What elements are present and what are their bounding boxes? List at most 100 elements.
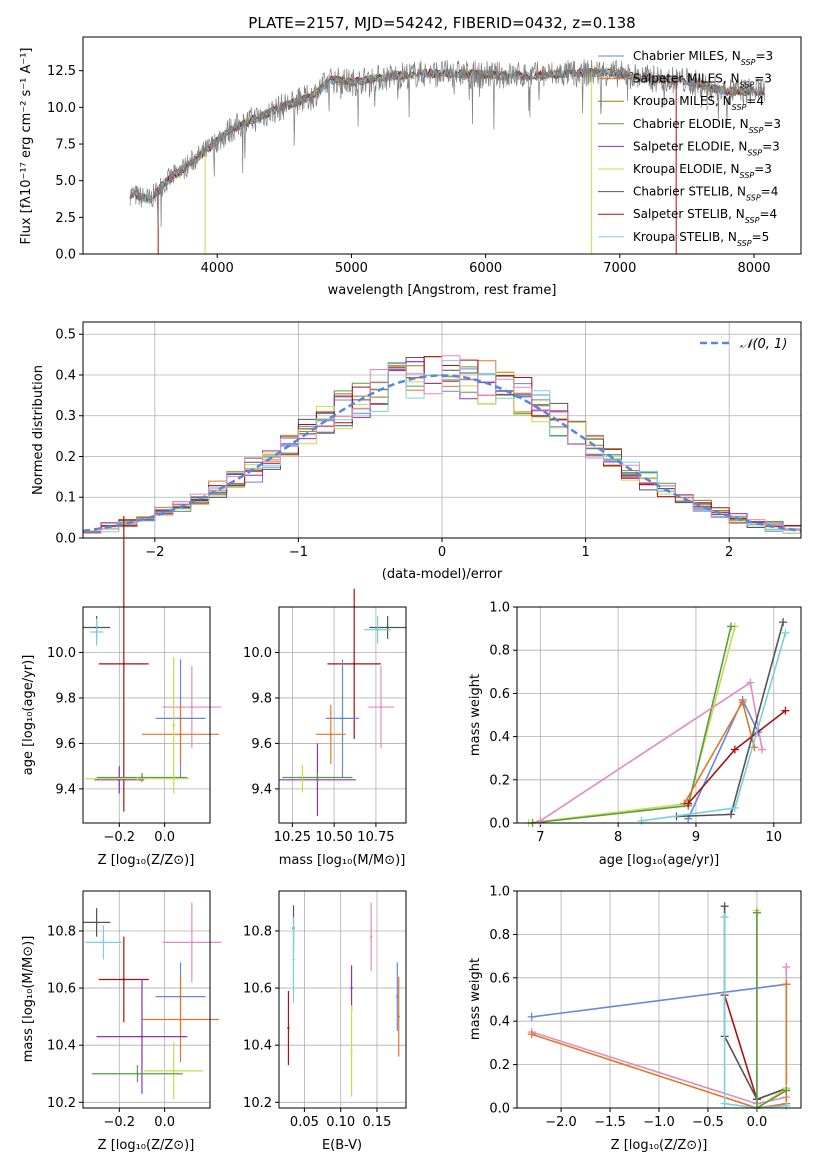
plus-marker <box>726 622 735 631</box>
x-tick-label: −1.5 <box>594 1115 626 1130</box>
mass-vs-metallicity-frame <box>82 890 211 1109</box>
y-tick-label: 12.5 <box>47 64 76 79</box>
mass-vs-ebv-plot-area: 0.05 0.10 0.15 10.2 10.4 10.6 10.8 <box>243 891 406 1130</box>
plus-marker <box>637 816 646 825</box>
y-tick-label: 10.0 <box>243 646 272 661</box>
legend-label: Chabrier MILES, NSSP=3 <box>633 49 773 67</box>
y-tick-label: 9.4 <box>55 782 76 797</box>
y-tick-label: 10.0 <box>47 101 76 116</box>
mass-weight-line <box>683 699 756 804</box>
y-tick-label: 10.0 <box>47 646 76 661</box>
legend-count: =3 <box>754 162 772 176</box>
residuals-panel: −2 −1 0 1 2 0.0 0.1 0.2 0.3 0.4 0.5 (data-model)/e… <box>31 321 802 582</box>
mass-vs-metallicity-panel: −0.2 0.010.210.410.610.8 Z [log₁₀(Z/Z⊙)] … <box>21 890 222 1153</box>
mass-weight-line <box>531 984 788 1109</box>
data-point <box>397 1015 400 1018</box>
x-tick-label: 0.0 <box>154 830 175 845</box>
y-tick-label: 10.6 <box>243 982 272 997</box>
plus-marker <box>752 908 761 917</box>
y-tick-label: 0.2 <box>489 1058 510 1073</box>
y-tick-label: 10.8 <box>243 924 272 939</box>
y-tick-label: 0.1 <box>55 491 76 506</box>
data-point <box>95 630 98 634</box>
x-tick-label: 4000 <box>201 261 234 276</box>
mass-weight-vs-age-plot-area: 7 8 9 10 0.0 0.2 0.4 0.6 0.8 1.0 <box>489 601 801 845</box>
data-point <box>316 776 319 779</box>
y-tick-label: 10.4 <box>243 1039 272 1054</box>
x-tick-label: 0 <box>438 545 446 560</box>
x-tick-label: 7000 <box>603 261 636 276</box>
legend-subscript: SSP <box>746 193 761 202</box>
residuals-plot-area: −2 −1 0 1 2 0.0 0.1 0.2 0.3 0.4 0.5 <box>55 322 801 560</box>
mass-weight-line <box>723 906 787 1101</box>
data-point <box>95 921 98 924</box>
data-point <box>350 986 353 990</box>
x-tick-label: −2.0 <box>545 1115 577 1130</box>
residuals-frame <box>82 321 802 539</box>
plus-marker <box>720 1099 729 1108</box>
data-point <box>369 935 373 938</box>
mass-weight-vs-metallicity-plot-area: −2.0 −1.5 −1.0 −0.5 0.0 0.0 0.2 0.4 0.6 0.8 1.0 <box>489 885 801 1130</box>
y-tick-label: 2.5 <box>55 211 76 226</box>
y-tick-label: 0.8 <box>489 928 510 943</box>
legend-count: =3 <box>762 139 780 153</box>
y-tick-label: 5.0 <box>55 174 76 189</box>
data-point <box>136 1072 139 1075</box>
data-point <box>352 662 356 666</box>
spectrum-frame <box>82 36 802 255</box>
x-tick-label: 10 <box>765 830 782 845</box>
data-point <box>341 717 344 720</box>
x-tick-label: −1.0 <box>643 1115 675 1130</box>
data-point <box>172 724 175 727</box>
legend-count: =3 <box>754 72 772 86</box>
mass-weight-line <box>532 626 732 824</box>
legend-label: Chabrier STELIB, NSSP=4 <box>633 185 778 203</box>
y-tick-label: 7.5 <box>55 138 76 153</box>
y-tick-label: 9.6 <box>55 737 76 752</box>
data-point <box>350 1049 353 1053</box>
mass-weight-line <box>756 912 787 1110</box>
mass-vs-ebv-panel: 0.05 0.10 0.15 10.2 10.4 10.6 10.8 E(B-V) <box>243 890 407 1153</box>
x-tick-label: 10.50 <box>316 830 353 845</box>
x-tick-label: 10.75 <box>357 830 394 845</box>
plus-marker <box>730 745 739 754</box>
mass-weight-vs-metallicity-panel: −2.0 −1.5 −1.0 −0.5 0.0 0.0 0.2 0.4 0.6 0.8 1.0 Z … <box>468 885 802 1153</box>
mass-vs-ebv-xlabel: E(B-V) <box>322 1138 362 1153</box>
x-tick-label: 0.0 <box>747 1115 768 1130</box>
y-tick-label: 0.5 <box>55 328 76 343</box>
legend-subscript: SSP <box>740 80 755 89</box>
plus-marker <box>527 1030 536 1039</box>
x-tick-label: 8 <box>614 830 622 845</box>
x-tick-label: −0.2 <box>103 1115 135 1130</box>
mass-weight-line <box>687 710 786 805</box>
y-tick-label: 10.2 <box>47 1096 76 1111</box>
y-tick-label: 0.4 <box>489 1015 510 1030</box>
mass-vs-metallicity-xlabel: Z [log₁₀(Z/Z⊙)] <box>98 1138 195 1153</box>
x-tick-label: 0.10 <box>326 1115 355 1130</box>
x-tick-label: 1 <box>581 545 589 560</box>
y-tick-label: 0.3 <box>55 409 76 424</box>
spectrum-plot-area: 4000 5000 6000 7000 8000 0.0 2.5 5.0 7.5 10.0 12.5 <box>47 59 771 276</box>
data-point <box>386 626 389 629</box>
legend-count: =5 <box>752 230 770 244</box>
legend-subscript: SSP <box>747 148 762 157</box>
legend-subscript: SSP <box>740 171 755 180</box>
y-tick-label: 0.0 <box>55 532 76 547</box>
y-tick-label: 0.0 <box>489 817 510 832</box>
spectrum-legend: Chabrier MILES, NSSP=3 Salpeter MILES, NS… <box>598 49 781 247</box>
plus-marker <box>738 698 747 707</box>
mass-weight-vs-age-frame <box>516 606 802 824</box>
x-tick-label: 2 <box>725 545 733 560</box>
data-point <box>292 958 295 961</box>
data-point <box>379 705 383 709</box>
mass-weight-line <box>531 983 787 1018</box>
data-point <box>179 1018 182 1021</box>
data-point <box>287 1026 290 1030</box>
y-tick-label: 9.8 <box>251 691 272 706</box>
plus-marker <box>782 1086 791 1095</box>
y-tick-label: 9.8 <box>55 691 76 706</box>
legend-label: Kroupa ELODIE, NSSP=3 <box>633 162 772 180</box>
legend-count: =4 <box>759 207 777 221</box>
plus-marker <box>781 706 790 715</box>
observed-spectrum-line <box>129 59 765 228</box>
